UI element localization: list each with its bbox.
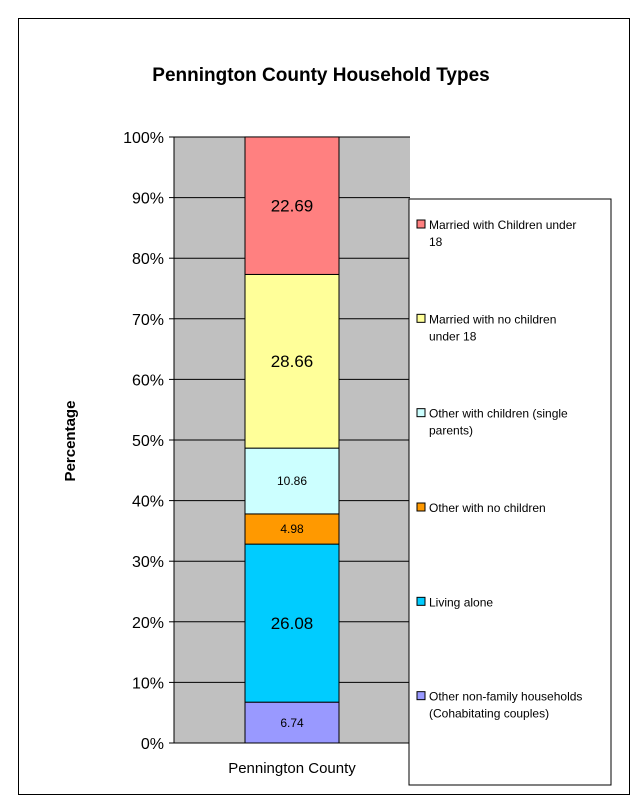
- x-tick-label: Pennington County: [228, 760, 356, 777]
- legend-label: Other with children (single parents): [429, 407, 568, 438]
- y-tick-label: 30%: [132, 554, 164, 571]
- y-tick-label: 70%: [132, 312, 164, 329]
- chart-svg: Pennington County Household Types Percen…: [62, 65, 612, 786]
- y-tick-label: 0%: [141, 736, 164, 753]
- legend-label: Married with no children under 18: [429, 312, 556, 343]
- bar-segment: [244, 701, 340, 744]
- y-tick-label: 50%: [132, 433, 164, 450]
- chart-title: Pennington County Household Types: [152, 65, 489, 86]
- legend-swatch: [416, 691, 426, 701]
- y-tick-label: 40%: [132, 494, 164, 511]
- legend-swatch: [416, 408, 426, 418]
- legend-swatch: [416, 219, 426, 229]
- y-tick-label: 90%: [132, 191, 164, 208]
- legend-label: Married with Children under 18: [429, 218, 576, 249]
- y-tick-label: 20%: [132, 615, 164, 632]
- y-tick-label: 60%: [132, 372, 164, 389]
- bar-segment: [244, 136, 340, 275]
- legend-swatch: [416, 596, 426, 606]
- chart-frame: Pennington County Household Types Percen…: [18, 18, 630, 795]
- legend-label: Other non-family households (Cohabitating…: [429, 690, 582, 721]
- legend-label: Other with no children: [429, 501, 546, 515]
- plot-area: 0% 10% 20% 30% 40% 50% 60% 70% 80% 90% 100% 6.74 26.…: [123, 130, 410, 777]
- y-axis-label: Percentage: [62, 401, 79, 482]
- data-label: 6.74: [280, 716, 304, 730]
- data-label: 10.86: [277, 474, 307, 488]
- bar-segment: [244, 273, 340, 449]
- data-label: 28.66: [271, 352, 314, 371]
- bar-segment: [244, 447, 340, 515]
- y-tick-label: 100%: [123, 130, 164, 147]
- bar-segment: [244, 543, 340, 703]
- data-label: 26.08: [271, 614, 314, 633]
- legend-swatch: [416, 313, 426, 323]
- y-tick-label: 80%: [132, 251, 164, 268]
- legend-label: Living alone: [429, 595, 493, 609]
- legend: Married with Children under 18 Married wit…: [408, 198, 612, 786]
- legend-swatch: [416, 502, 426, 512]
- data-label: 4.98: [280, 522, 304, 536]
- bar-segment: [244, 513, 340, 545]
- data-label: 22.69: [271, 197, 314, 216]
- legend-box: [408, 198, 612, 786]
- y-tick-label: 10%: [132, 675, 164, 692]
